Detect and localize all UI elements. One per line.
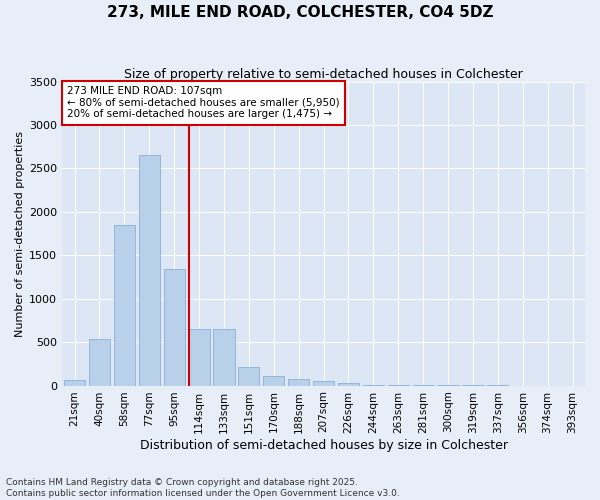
Title: Size of property relative to semi-detached houses in Colchester: Size of property relative to semi-detach… (124, 68, 523, 80)
Text: 273 MILE END ROAD: 107sqm
← 80% of semi-detached houses are smaller (5,950)
20% : 273 MILE END ROAD: 107sqm ← 80% of semi-… (67, 86, 340, 120)
Bar (139, 156, 160, 386)
Bar (188, 329, 209, 386)
Bar (64, 380, 85, 386)
X-axis label: Distribution of semi-detached houses by size in Colchester: Distribution of semi-detached houses by … (140, 440, 508, 452)
Bar (288, 380, 309, 386)
Bar (338, 383, 359, 386)
Bar (363, 385, 384, 386)
Bar (89, 339, 110, 386)
Bar (238, 368, 259, 386)
Text: Contains HM Land Registry data © Crown copyright and database right 2025.
Contai: Contains HM Land Registry data © Crown c… (6, 478, 400, 498)
Bar (313, 381, 334, 386)
Bar (214, 329, 235, 386)
Bar (164, 269, 185, 386)
Y-axis label: Number of semi-detached properties: Number of semi-detached properties (15, 130, 25, 336)
Bar (263, 376, 284, 386)
Text: 273, MILE END ROAD, COLCHESTER, CO4 5DZ: 273, MILE END ROAD, COLCHESTER, CO4 5DZ (107, 5, 493, 20)
Bar (114, 225, 135, 386)
